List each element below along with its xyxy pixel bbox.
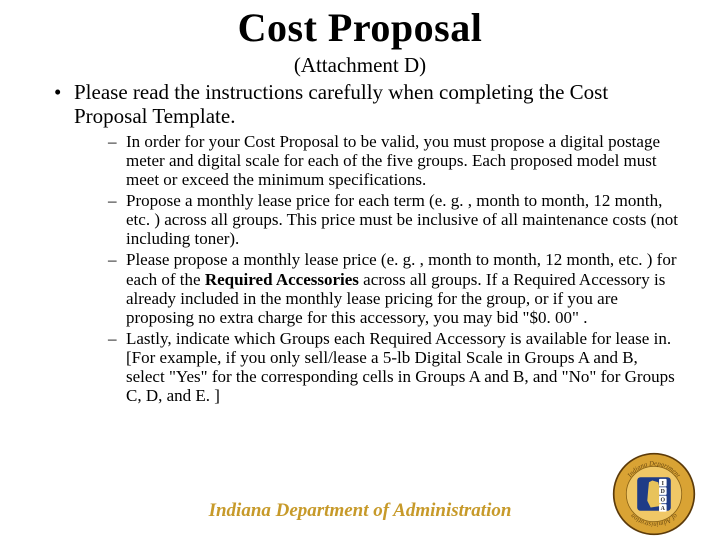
level2-text: In order for your Cost Proposal to be va… — [126, 132, 660, 189]
level2-item: Propose a monthly lease price for each t… — [108, 191, 680, 248]
level2-item: Lastly, indicate which Groups each Requi… — [108, 329, 680, 405]
slide-subtitle: (Attachment D) — [40, 53, 680, 78]
level2-text: Please propose a monthly lease price (e.… — [126, 250, 676, 326]
level2-text: Lastly, indicate which Groups each Requi… — [126, 329, 675, 405]
level1-text: Please read the instructions carefully w… — [74, 80, 608, 128]
level2-text: Propose a monthly lease price for each t… — [126, 191, 678, 248]
bullet-list-level2: In order for your Cost Proposal to be va… — [108, 132, 680, 404]
slide: Cost Proposal (Attachment D) Please read… — [0, 4, 720, 540]
svg-text:O: O — [661, 498, 666, 504]
slide-title: Cost Proposal — [40, 4, 680, 51]
idoa-seal-icon: Indiana Department of Administration I D… — [612, 452, 696, 536]
level2-item: In order for your Cost Proposal to be va… — [108, 132, 680, 189]
bullet-list-level1: Please read the instructions carefully w… — [54, 80, 680, 405]
level2-item: Please propose a monthly lease price (e.… — [108, 250, 680, 326]
svg-text:D: D — [661, 489, 665, 495]
level1-item: Please read the instructions carefully w… — [54, 80, 680, 405]
